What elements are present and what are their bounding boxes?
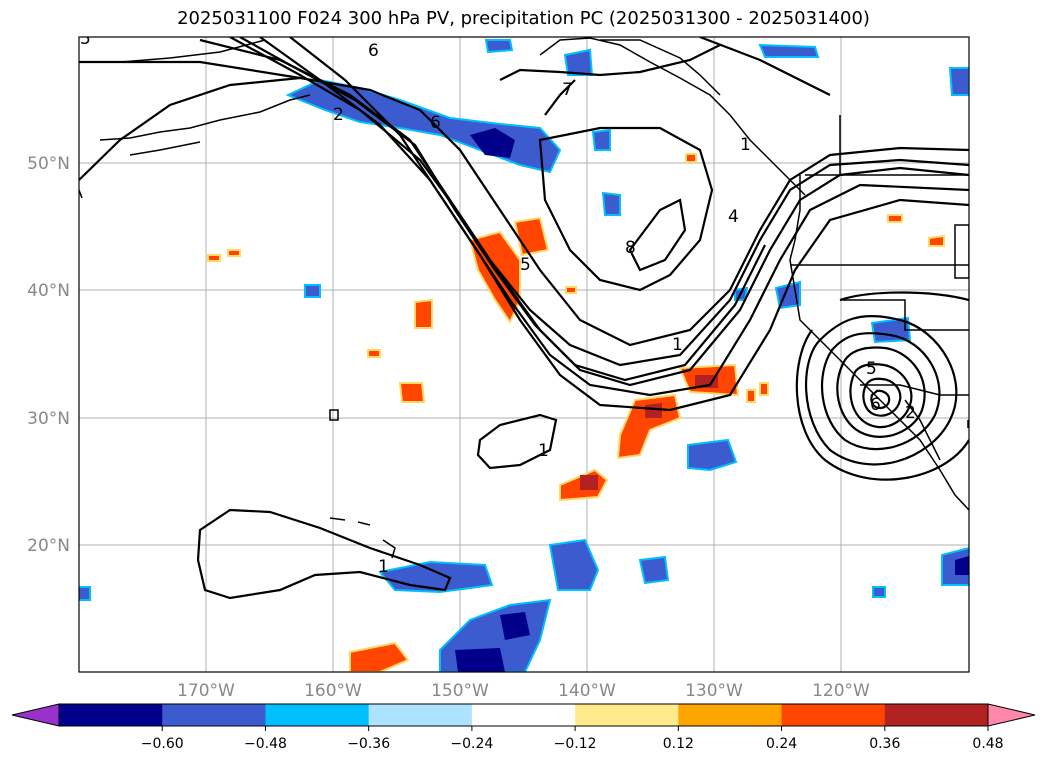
pv-contours	[79, 37, 969, 600]
pv-contour-labels: 5 6 2 6 7 1 8 4 5 1 1 1 5 6 2	[80, 29, 916, 577]
lon-label-120w: 120°W	[812, 681, 870, 701]
colorbar-tick-label: 0.48	[972, 736, 1003, 752]
map-frame	[78, 36, 970, 673]
colorbar-tick-label: −0.48	[244, 736, 287, 752]
contour-label: 2	[905, 403, 916, 423]
colorbar-tick-label: 0.12	[663, 736, 694, 752]
longitude-labels: 170°W 160°W 150°W 140°W 130°W 120°W	[177, 681, 870, 701]
lon-label-140w: 140°W	[558, 681, 616, 701]
lon-label-170w: 170°W	[177, 681, 235, 701]
contour-label: 2	[333, 105, 344, 125]
colorbar-tick-label: −0.36	[347, 736, 390, 752]
precip-negative	[79, 39, 969, 672]
contour-label: 1	[538, 441, 549, 461]
contour-label: 6	[870, 395, 881, 415]
colorbar-cell	[471, 704, 576, 726]
colorbar-extend-max	[987, 703, 1036, 727]
contour-label: 1	[672, 335, 683, 355]
colorbar-tick-label: −0.60	[141, 736, 184, 752]
latitude-labels: 50°N 40°N 30°N 20°N	[27, 154, 70, 556]
lon-label-160w: 160°W	[304, 681, 362, 701]
colorbar-tick-label: −0.12	[554, 736, 597, 752]
lat-label-30n: 30°N	[27, 409, 70, 429]
colorbar-extend-min	[11, 703, 60, 727]
colorbar-cell	[162, 704, 266, 726]
colorbar-tick-label: 0.24	[766, 736, 797, 752]
colorbar-outline	[58, 703, 989, 727]
colorbar-cell	[368, 704, 473, 726]
contour-label: 6	[430, 113, 441, 133]
contour-label: 5	[80, 29, 91, 49]
colorbar-cell	[781, 704, 886, 726]
colorbar-cell	[575, 704, 679, 726]
contour-label: 8	[625, 238, 636, 258]
contour-label: 5	[866, 359, 877, 379]
lat-label-40n: 40°N	[27, 281, 70, 301]
contour-label: 6	[368, 41, 379, 61]
lon-label-130w: 130°W	[685, 681, 743, 701]
colorbar-cell	[678, 704, 783, 726]
map-title: 2025031100 F024 300 hPa PV, precipitatio…	[177, 8, 870, 29]
contour-label: 1	[740, 135, 751, 155]
colorbar: −0.60 −0.48 −0.36 −0.24 −0.12 0.12 0.24 0.36 0.4…	[11, 703, 1036, 752]
colorbar-tick-label: −0.24	[450, 736, 493, 752]
lon-label-150w: 150°W	[431, 681, 489, 701]
colorbar-cell	[265, 704, 370, 726]
colorbar-tick-label: 0.36	[869, 736, 900, 752]
contour-label: 1	[378, 557, 389, 577]
lat-label-50n: 50°N	[27, 154, 70, 174]
colorbar-cell	[884, 704, 989, 726]
colorbar-cell	[59, 704, 163, 726]
lat-label-20n: 20°N	[27, 536, 70, 556]
precip-positive	[207, 153, 945, 672]
contour-label: 7	[562, 80, 573, 100]
contour-label: 4	[728, 207, 739, 227]
contour-label: 5	[520, 255, 531, 275]
